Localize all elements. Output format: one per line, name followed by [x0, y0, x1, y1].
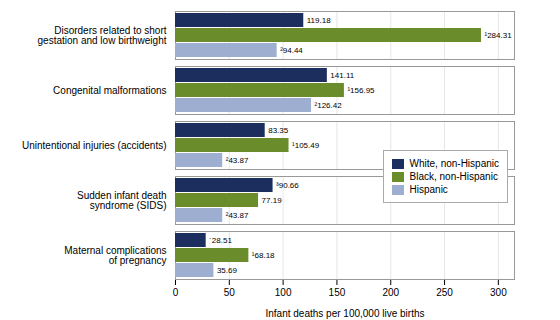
svg-text:²126.42: ²126.42	[315, 101, 343, 110]
svg-text:Disorders related to shortgest: Disorders related to shortgestation and …	[38, 25, 167, 46]
svg-text:¹105.49: ¹105.49	[292, 141, 320, 150]
svg-text:200: 200	[382, 287, 399, 298]
svg-text:Unintentional injuries (accide: Unintentional injuries (accidents)	[22, 140, 167, 151]
html-text:White, non-Hispanic: White, non-Hispanic	[409, 158, 499, 169]
svg-text:0: 0	[173, 287, 179, 298]
svg-text:77.19: 77.19	[262, 196, 283, 205]
svg-text:150: 150	[329, 287, 346, 298]
html-text:Black, non-Hispanic: Black, non-Hispanic	[409, 171, 498, 182]
svg-text:100: 100	[275, 287, 292, 298]
svg-text:¹284.31: ¹284.31	[484, 31, 512, 40]
svg-text:Infant deaths per 100,000 live: Infant deaths per 100,000 live births	[266, 308, 425, 319]
svg-text:250: 250	[436, 287, 453, 298]
svg-text:²94.44: ²94.44	[280, 46, 303, 55]
svg-text:²43.87: ²43.87	[226, 156, 249, 165]
html-text:Hispanic: Hispanic	[409, 184, 448, 195]
svg-text:300: 300	[490, 287, 507, 298]
svg-text:´28.51: ´28.51	[209, 236, 232, 245]
svg-text:Maternal complicationsof pregn: Maternal complicationsof pregnancy	[64, 245, 166, 266]
svg-text:¹68.18: ¹68.18	[252, 251, 275, 260]
svg-text:141.11: 141.11	[330, 71, 354, 80]
svg-text:83.35: 83.35	[268, 126, 289, 135]
svg-text:²43.87: ²43.87	[226, 211, 249, 220]
svg-text:35.69: 35.69	[217, 266, 238, 275]
svg-text:50: 50	[224, 287, 236, 298]
svg-text:³90.66: ³90.66	[276, 181, 299, 190]
svg-text:119.18: 119.18	[307, 16, 331, 25]
svg-text:Sudden infant deathsyndrome (S: Sudden infant deathsyndrome (SIDS)	[77, 190, 167, 211]
svg-text:Congenital malformations: Congenital malformations	[53, 85, 166, 96]
svg-text:¹156.95: ¹156.95	[347, 86, 375, 95]
